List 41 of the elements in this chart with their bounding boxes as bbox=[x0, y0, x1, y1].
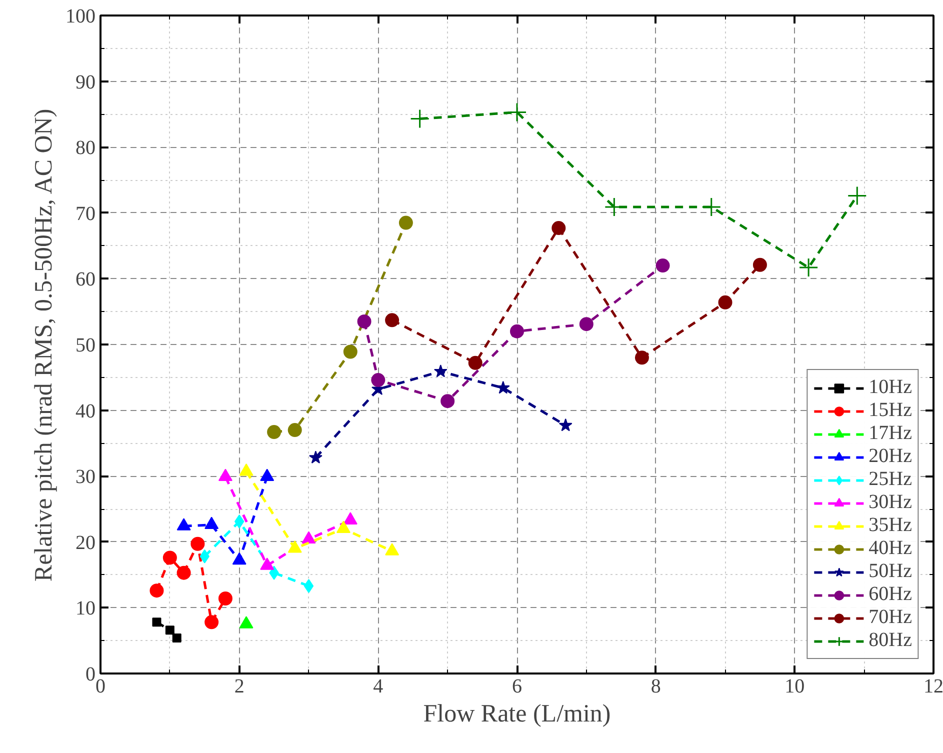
y-tick-label: 30 bbox=[76, 466, 96, 488]
x-tick-label: 2 bbox=[234, 676, 244, 698]
y-axis-title: Relative pitch (nrad RMS, 0.5-500Hz, AC ON) bbox=[30, 108, 58, 582]
point bbox=[798, 258, 818, 278]
legend-label: 35Hz bbox=[868, 514, 912, 537]
legend-label: 30Hz bbox=[868, 491, 912, 514]
y-tick-label: 20 bbox=[76, 532, 96, 554]
point bbox=[172, 633, 182, 642]
y-tick-label: 60 bbox=[76, 268, 96, 291]
point bbox=[847, 186, 867, 206]
legend-label: 70Hz bbox=[868, 606, 912, 629]
y-tick-label: 70 bbox=[76, 202, 96, 225]
legend-label: 20Hz bbox=[868, 445, 912, 468]
legend-label: 17Hz bbox=[868, 422, 912, 445]
legend-label: 40Hz bbox=[868, 537, 912, 560]
x-tick-label: 10 bbox=[784, 676, 805, 698]
point bbox=[752, 258, 767, 272]
legend-label: 80Hz bbox=[868, 629, 912, 652]
point bbox=[656, 258, 670, 273]
legend-label: 10Hz bbox=[868, 376, 912, 399]
y-tick-label: 90 bbox=[76, 71, 96, 94]
x-tick-label: 4 bbox=[373, 676, 384, 698]
point bbox=[398, 216, 413, 230]
y-tick-label: 10 bbox=[76, 598, 96, 620]
y-tick-label: 50 bbox=[76, 334, 96, 356]
legend-label: 25Hz bbox=[868, 468, 912, 491]
legend-label: 60Hz bbox=[868, 583, 912, 606]
point bbox=[385, 313, 400, 328]
x-tick-label: 8 bbox=[650, 676, 661, 698]
point bbox=[558, 418, 572, 432]
y-tick-label: 80 bbox=[76, 137, 96, 160]
x-axis-title: Flow Rate (L/min) bbox=[423, 700, 611, 728]
legend-label: 50Hz bbox=[868, 560, 912, 583]
point bbox=[702, 197, 722, 217]
x-tick-label: 12 bbox=[924, 676, 943, 698]
x-tick-label: 6 bbox=[512, 676, 522, 698]
legend-label: 15Hz bbox=[868, 399, 912, 422]
point bbox=[410, 109, 430, 129]
y-tick-label: 40 bbox=[76, 400, 96, 422]
point bbox=[218, 592, 232, 606]
y-tick-label: 100 bbox=[66, 6, 96, 28]
